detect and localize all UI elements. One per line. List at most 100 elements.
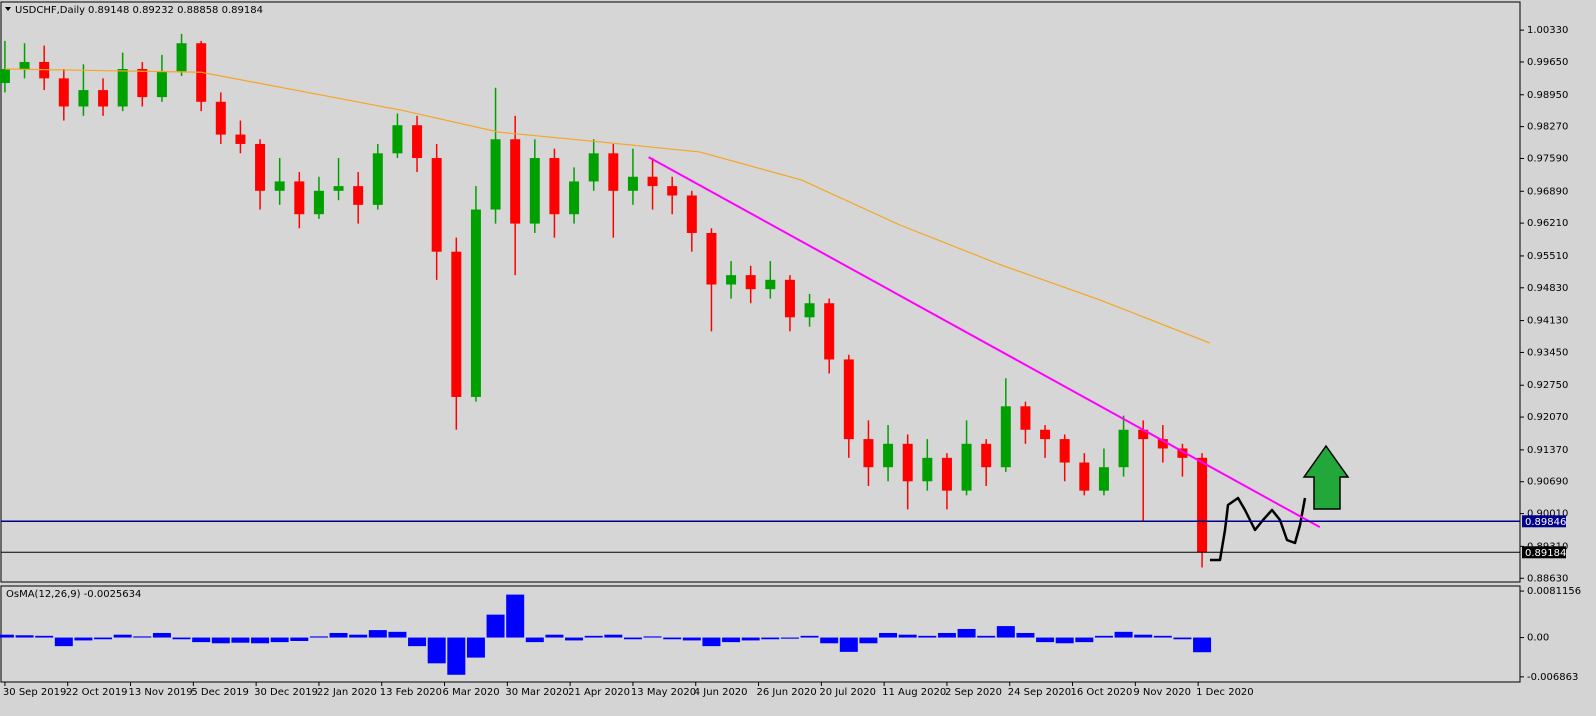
candle-body xyxy=(137,68,148,98)
histogram-bar xyxy=(623,637,642,640)
candle-body xyxy=(1020,406,1031,430)
histogram-bar xyxy=(172,637,191,640)
histogram-bar xyxy=(839,637,858,652)
price-label: 0.89846 xyxy=(1525,517,1566,528)
histogram-bar xyxy=(211,637,230,644)
histogram-bar xyxy=(231,637,250,643)
histogram-bar xyxy=(54,637,73,647)
chart-title: USDCHF,Daily xyxy=(15,5,85,16)
y-tick-label: 0.97590 xyxy=(1527,153,1568,164)
candle-body xyxy=(961,443,972,491)
x-tick-label: 13 Feb 2020 xyxy=(380,687,442,698)
x-tick-label: 24 Sep 2020 xyxy=(1008,687,1071,698)
y-tick-label: 1.00330 xyxy=(1527,25,1568,36)
candle-body xyxy=(333,186,344,191)
y-tick-label: 0.98270 xyxy=(1527,122,1568,133)
histogram-bar xyxy=(0,634,14,638)
histogram-bar xyxy=(1016,632,1035,638)
histogram-bar xyxy=(996,626,1015,638)
candle-body xyxy=(941,457,952,491)
histogram-bar xyxy=(545,634,564,638)
y-tick-label: 0.94830 xyxy=(1527,283,1568,294)
histogram-bar xyxy=(918,635,937,638)
candle-body xyxy=(470,209,481,397)
candle-body xyxy=(706,232,717,285)
histogram-bar xyxy=(722,637,741,643)
candle-body xyxy=(58,78,69,107)
histogram-bar xyxy=(388,631,407,638)
candle-body xyxy=(824,303,835,360)
candle-body xyxy=(78,90,89,107)
candle-body xyxy=(235,134,246,144)
candle-body xyxy=(784,279,795,318)
histogram-bar xyxy=(309,636,328,638)
candle-body xyxy=(215,101,226,135)
candle-body xyxy=(647,176,658,187)
histogram-bar xyxy=(780,637,799,639)
histogram-bar xyxy=(977,635,996,638)
histogram-bar xyxy=(1153,635,1172,638)
candle-body xyxy=(392,125,403,154)
x-tick-label: 6 Mar 2020 xyxy=(443,687,500,698)
candle-body xyxy=(294,181,305,215)
candle-body xyxy=(588,153,599,182)
histogram-bar xyxy=(1075,637,1094,643)
candle-body xyxy=(1157,439,1168,449)
x-tick-label: 4 Jun 2020 xyxy=(694,687,748,698)
histogram-bar xyxy=(800,635,819,638)
candle-body xyxy=(1118,429,1129,468)
histogram-bar xyxy=(35,635,54,638)
candle-body xyxy=(922,457,933,482)
up-arrow xyxy=(1302,444,1350,510)
histogram-bar xyxy=(466,637,485,658)
y-tick-label: 0.92750 xyxy=(1527,380,1568,391)
histogram-bar xyxy=(663,637,682,640)
candle-body xyxy=(569,181,580,215)
candle-body xyxy=(745,275,756,290)
main-panel xyxy=(0,1,1521,583)
x-tick-label: 22 Jan 2020 xyxy=(317,687,377,698)
candle-body xyxy=(1098,467,1109,491)
candle-body xyxy=(843,359,854,440)
x-tick-label: 30 Dec 2019 xyxy=(254,687,318,698)
candle-body xyxy=(1079,462,1090,491)
candle-body xyxy=(98,90,109,107)
histogram-bar xyxy=(682,637,701,641)
histogram-bar xyxy=(1094,635,1113,638)
histogram-bar xyxy=(329,632,348,638)
chart-info: 0.89148 0.89232 0.88858 0.89184 xyxy=(88,5,263,16)
price-label-box xyxy=(1522,546,1566,559)
candle-body xyxy=(274,181,285,191)
histogram-bar xyxy=(604,634,623,638)
price-label: 0.89184 xyxy=(1525,548,1566,559)
histogram-bar xyxy=(349,634,368,638)
histogram-bar xyxy=(290,637,309,641)
candle-body xyxy=(1177,448,1188,458)
histogram-bar xyxy=(447,637,466,675)
menu-icon xyxy=(5,7,11,11)
x-tick-label: 9 Nov 2020 xyxy=(1133,687,1191,698)
y-tick-label: 0.93450 xyxy=(1527,347,1568,358)
candle-body xyxy=(726,275,737,285)
histogram-bar xyxy=(192,637,211,643)
candle-body xyxy=(156,71,167,98)
candle-body xyxy=(19,61,30,69)
x-tick-label: 13 Nov 2019 xyxy=(129,687,193,698)
candle-body xyxy=(667,186,678,196)
histogram-bar xyxy=(486,614,505,638)
histogram-bar xyxy=(898,634,917,638)
price-label-box xyxy=(1522,515,1566,528)
candle-body xyxy=(117,68,128,107)
histogram-bar xyxy=(957,628,976,638)
y-tick-label: 0.88630 xyxy=(1527,573,1568,584)
histogram-bar xyxy=(1173,637,1192,640)
histogram-bar xyxy=(427,637,446,664)
histogram-bar xyxy=(565,637,584,641)
histogram-bar xyxy=(15,635,34,638)
histogram-bar xyxy=(1036,637,1055,643)
candle-body xyxy=(0,68,10,84)
candle-body xyxy=(765,279,776,290)
x-tick-label: 16 Oct 2020 xyxy=(1071,687,1133,698)
histogram-bar xyxy=(643,636,662,638)
